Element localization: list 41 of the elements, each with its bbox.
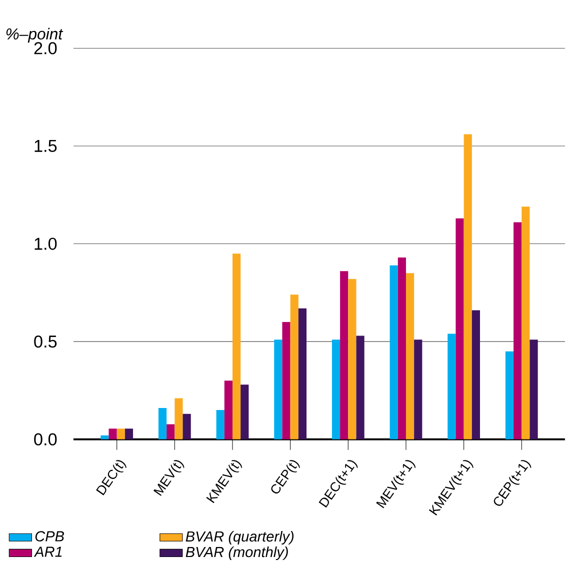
bar	[290, 294, 298, 440]
bar	[390, 265, 398, 440]
bar	[116, 428, 125, 440]
bar	[124, 428, 134, 440]
bar	[158, 408, 167, 440]
bar	[224, 380, 232, 440]
bar	[240, 384, 249, 440]
y-tick-label: 1.5	[34, 140, 57, 152]
legend-label: BVAR (quarterly)	[186, 531, 294, 545]
legend-label: AR1	[34, 546, 62, 557]
legend-label: BVAR (monthly)	[186, 546, 288, 560]
bar	[464, 134, 472, 440]
y-tick-label: 2.0	[34, 42, 57, 54]
bar	[340, 271, 348, 440]
bar	[166, 424, 175, 440]
bar	[216, 410, 224, 440]
bar	[530, 340, 538, 440]
bar	[456, 218, 464, 440]
bar	[298, 308, 307, 440]
bar	[274, 340, 282, 440]
bar	[398, 258, 406, 440]
legend-label: CPB	[35, 531, 64, 542]
y-axis-title: %–point	[6, 28, 64, 43]
bar	[174, 398, 183, 440]
y-tick-label: 0.5	[34, 336, 57, 348]
bar	[448, 334, 456, 440]
bar	[472, 310, 480, 440]
bar	[332, 340, 340, 440]
bar	[282, 322, 290, 440]
bar	[182, 414, 191, 440]
bar	[514, 222, 522, 440]
bar	[414, 340, 422, 440]
bar	[406, 273, 414, 440]
bar	[348, 279, 356, 440]
bar	[505, 351, 514, 440]
bar	[356, 336, 364, 440]
bar	[108, 428, 117, 440]
y-tick-label: 1.0	[34, 238, 57, 250]
bar	[232, 254, 241, 440]
y-tick-label: 0.0	[34, 433, 57, 446]
bar	[522, 206, 530, 440]
